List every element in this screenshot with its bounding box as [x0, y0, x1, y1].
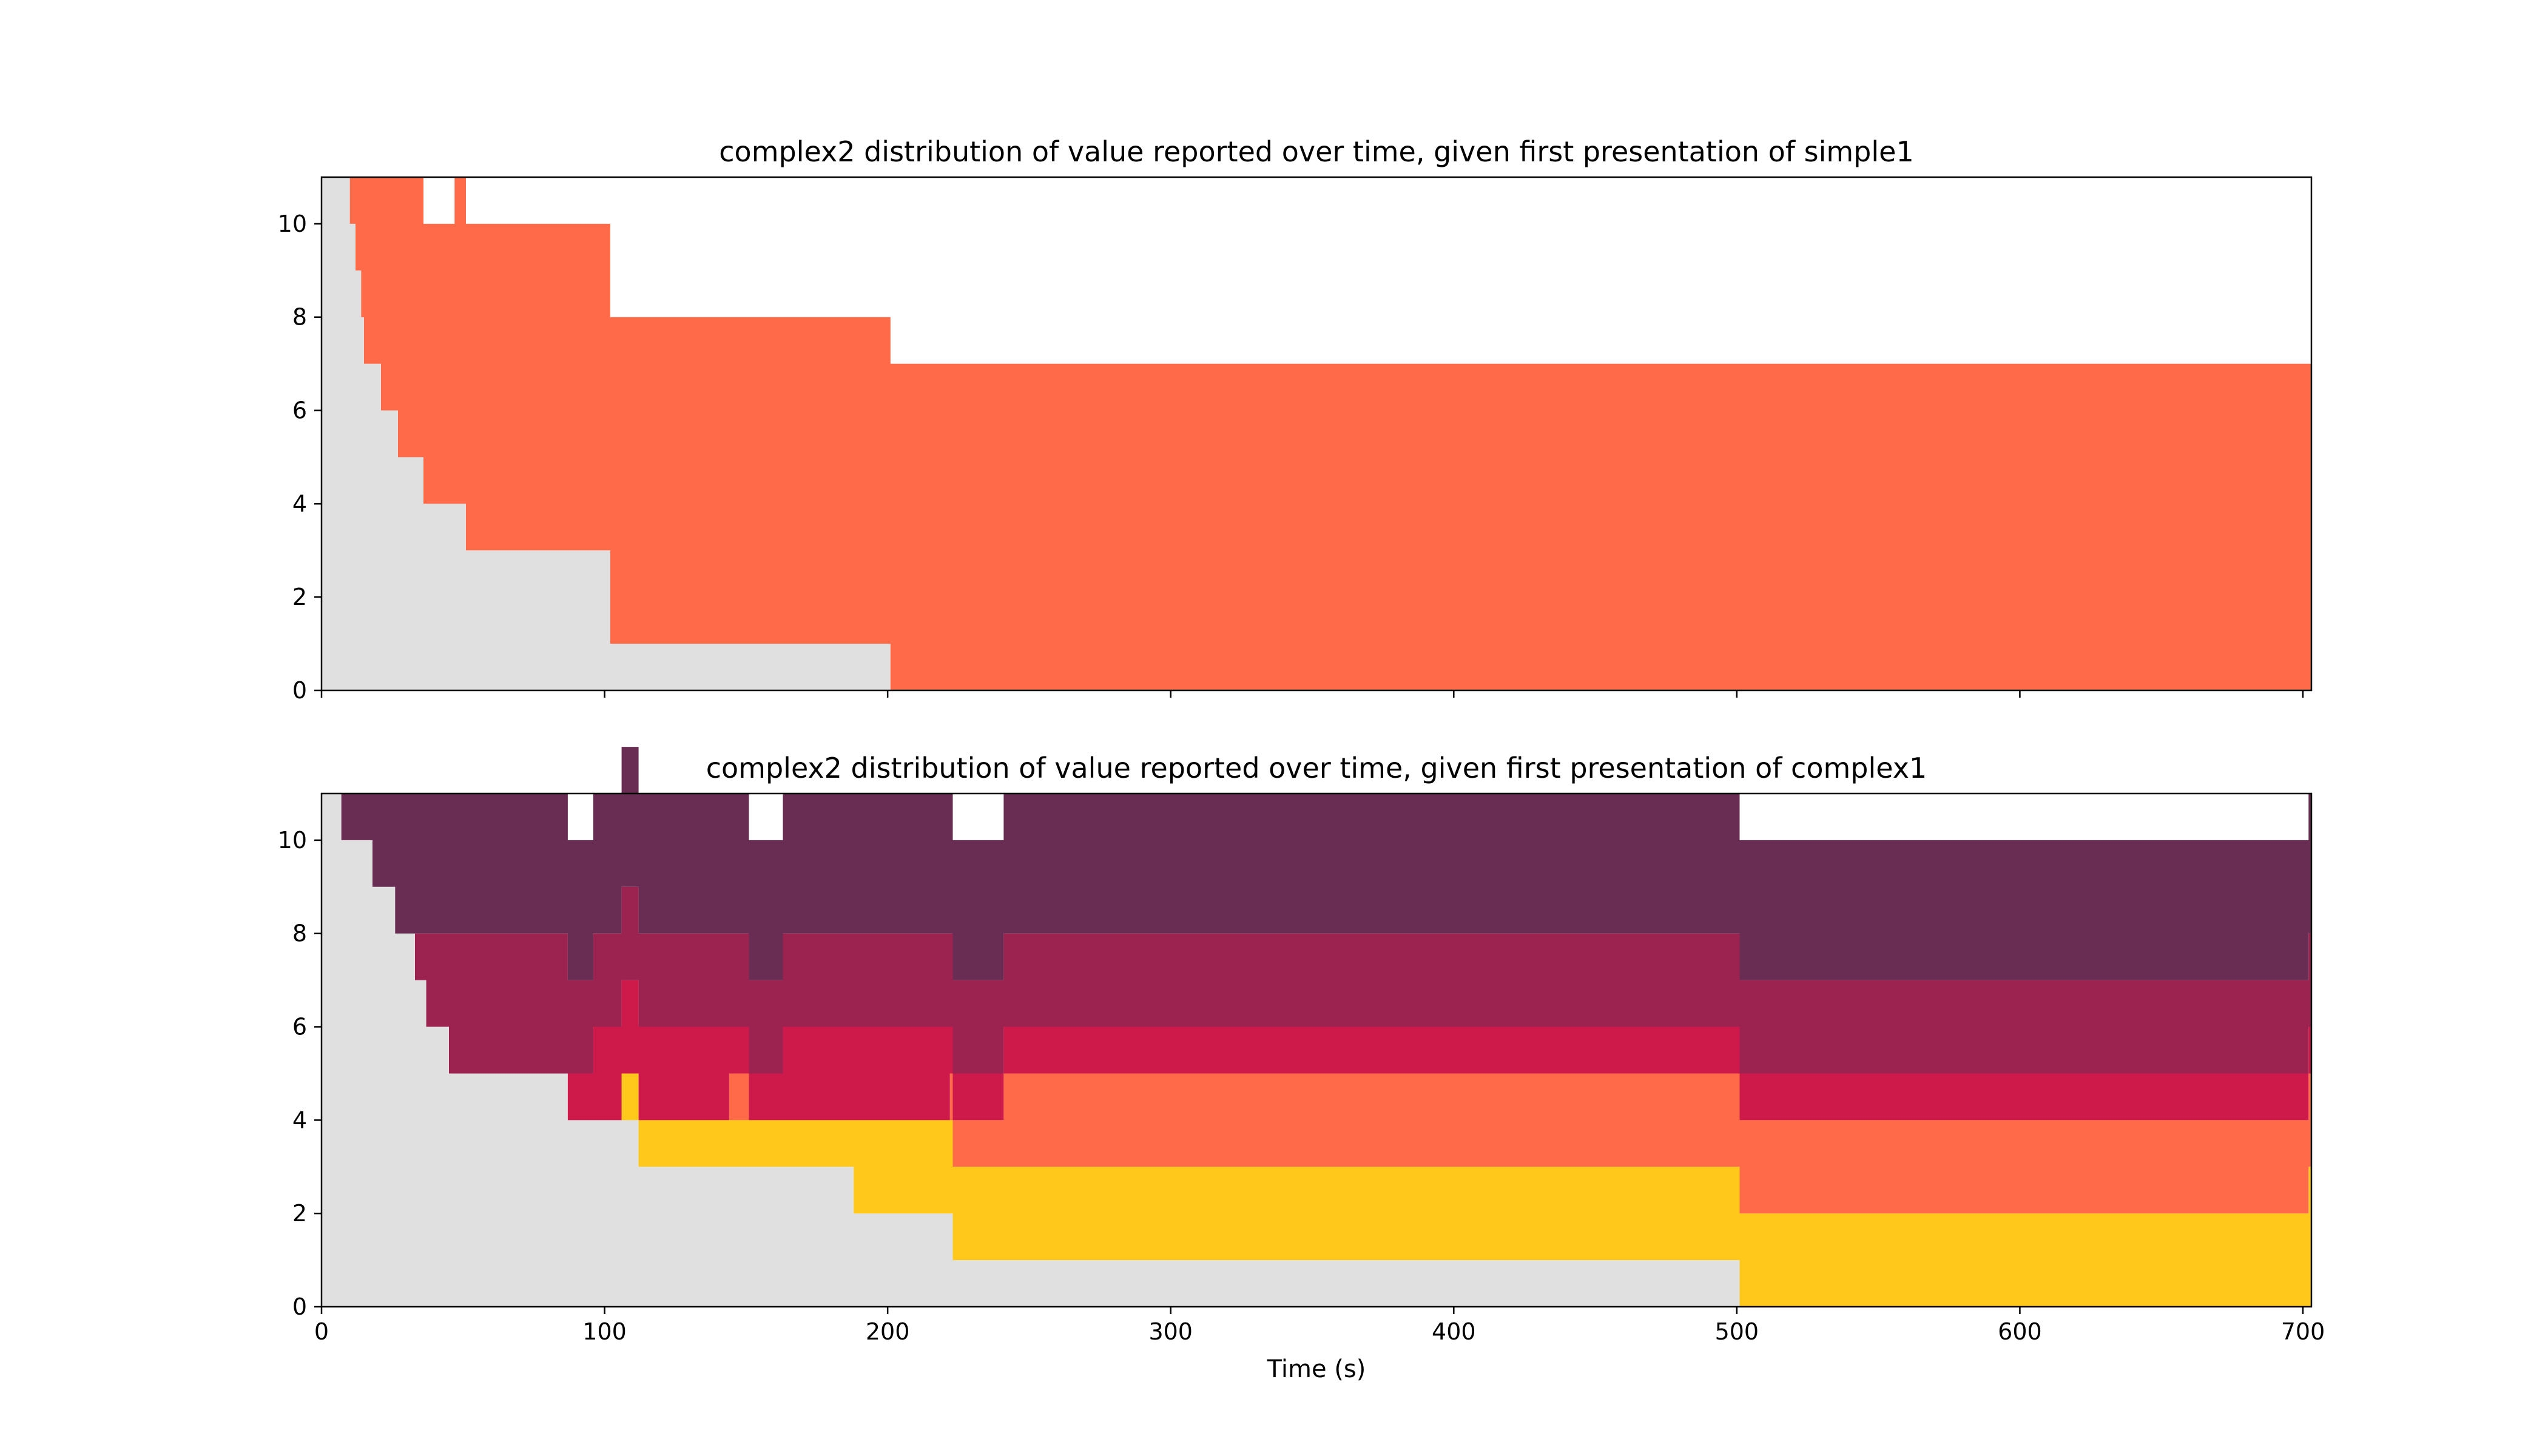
y-tick-label: 6: [292, 1014, 307, 1040]
band-3: [322, 794, 2311, 1121]
y-tick-label: 4: [292, 1107, 307, 1133]
band-0: [322, 177, 2311, 690]
chart-title: complex2 distribution of value reported …: [719, 135, 1913, 168]
band-1: [322, 794, 2311, 1307]
x-tick-label: 600: [1998, 1318, 2042, 1345]
y-tick-label: 0: [292, 677, 307, 704]
x-tick-label: 400: [1432, 1318, 1476, 1345]
chart-title: complex2 distribution of value reported …: [706, 752, 1927, 784]
y-tick-label: 10: [278, 211, 307, 237]
y-tick-label: 2: [292, 1200, 307, 1227]
top-panel: 0 2 4 6 8 10 complex2 distribution of value re…: [278, 135, 2313, 704]
x-axis-label: Time (s): [1267, 1355, 1366, 1383]
y-tick-label: 8: [292, 920, 307, 947]
axes-frame: [320, 176, 2313, 692]
x-tick-label: 300: [1148, 1318, 1193, 1345]
band-1: [322, 177, 2311, 690]
band-5: [322, 747, 2311, 980]
x-tick-label: 100: [582, 1318, 627, 1345]
y-tick-label: 10: [278, 827, 307, 854]
x-tick-label: 0: [314, 1318, 329, 1345]
axes-frame: [320, 792, 2313, 1308]
y-tick-label: 2: [292, 584, 307, 610]
x-tick-label: 200: [866, 1318, 910, 1345]
y-tick-label: 0: [292, 1293, 307, 1320]
y-tick-label: 8: [292, 304, 307, 331]
y-tick-label: 4: [292, 490, 307, 517]
y-tick-label: 6: [292, 397, 307, 424]
band-2: [322, 794, 2311, 1214]
x-tick-label: 700: [2281, 1318, 2325, 1345]
band-4: [322, 794, 2311, 1074]
band-0: [322, 794, 2311, 1307]
x-tick-label: 500: [1715, 1318, 1759, 1345]
bottom-panel: 0 100 200 300 400 500 600 700 0 2 4 6 8 10 complex2 di…: [278, 747, 2325, 1383]
